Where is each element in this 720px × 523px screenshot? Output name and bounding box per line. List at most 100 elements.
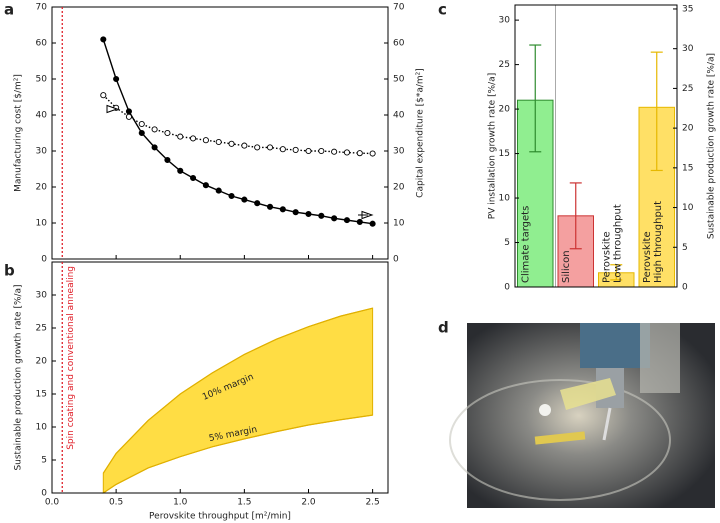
y-tick-label: 15 [499, 149, 510, 159]
photo [449, 323, 715, 508]
data-line [102, 94, 373, 155]
data-point [164, 156, 171, 164]
data-point [202, 182, 209, 189]
panel-label: c [438, 1, 447, 19]
y-tick-label: 40 [36, 111, 48, 121]
category-label: Perovskite [642, 231, 653, 283]
data-point [356, 218, 363, 225]
x-tick-label: 0.5 [109, 498, 123, 508]
data-point [343, 149, 351, 156]
category-label: High throughput [653, 201, 664, 283]
panel-label: b [4, 262, 15, 280]
data-point [266, 203, 274, 210]
data-point [254, 200, 261, 207]
plot-frame [514, 4, 678, 288]
y-tick-label: 10 [499, 194, 511, 204]
data-point [177, 133, 184, 140]
reference-label: Spin coating and conventional annealing [66, 266, 76, 450]
y-tick-label: 30 [36, 291, 48, 301]
category-label: Silicon [561, 250, 572, 283]
data-point [318, 147, 325, 155]
y-tick-label: 60 [36, 39, 48, 49]
axis-label: Sustainable production growth rate [%/a] [14, 284, 24, 470]
upper-edge [102, 307, 373, 474]
y-tick-label: 30 [36, 147, 48, 157]
y2-tick-label: 30 [393, 147, 405, 157]
data-point [100, 36, 107, 43]
y2-tick-label: 50 [393, 75, 405, 85]
data-point [228, 140, 235, 147]
plot-frame [51, 6, 389, 260]
y-tick-label: 0 [504, 283, 510, 293]
y2-tick-label: 25 [682, 84, 693, 94]
y-tick-label: 20 [499, 105, 511, 115]
y2-tick-label: 0 [682, 283, 688, 293]
panel-label: a [4, 1, 14, 19]
plot-frame [51, 261, 389, 494]
category-label: Climate targets [521, 206, 532, 283]
x-tick-label: 2.5 [365, 498, 379, 508]
axis-label: Manufacturing cost [$/m²] [14, 74, 24, 192]
axis-label: Perovskite throughput [m²/min] [149, 512, 291, 522]
y-tick-label: 20 [36, 357, 48, 367]
data-point [164, 129, 171, 137]
data-line [102, 39, 373, 225]
y2-tick-label: 0 [393, 255, 399, 265]
axis-arrow [358, 210, 374, 220]
y-tick-label: 25 [36, 324, 47, 334]
data-point [318, 212, 325, 219]
data-point [113, 75, 120, 83]
data-point [151, 126, 158, 133]
data-point [228, 192, 235, 200]
data-point [202, 137, 209, 144]
data-point [125, 108, 132, 115]
y-tick-label: 50 [36, 75, 48, 85]
data-point [177, 167, 184, 174]
data-point [279, 206, 286, 213]
x-tick-label: 1.0 [173, 498, 188, 508]
y2-tick-label: 10 [682, 203, 694, 213]
data-point [369, 150, 376, 157]
panel-label: d [438, 319, 449, 337]
y-tick-label: 25 [499, 60, 510, 70]
data-point [190, 174, 197, 182]
data-point [331, 148, 338, 155]
axis-arrow [106, 104, 119, 114]
y-tick-label: 0 [41, 255, 47, 265]
data-point [138, 129, 145, 137]
axis-label: PV installation growth rate [%/a] [488, 73, 498, 219]
y2-tick-label: 30 [682, 44, 694, 54]
data-point [138, 120, 145, 128]
data-point [215, 187, 222, 194]
data-point [305, 147, 312, 155]
data-point [100, 92, 107, 99]
y-tick-label: 0 [41, 489, 47, 499]
x-tick-label: 1.5 [237, 498, 251, 508]
data-point [356, 150, 363, 157]
axis-label: Sustainable production growth rate [%/a] [707, 53, 717, 239]
y-tick-label: 10 [36, 423, 48, 433]
data-point [266, 144, 274, 151]
data-point [241, 196, 248, 203]
axis-label: Capital expenditure [$*a/m²] [416, 68, 426, 198]
category-label: Perovskite [602, 231, 613, 283]
data-point [125, 113, 132, 120]
lower-edge [102, 414, 373, 494]
data-point [241, 142, 248, 149]
data-point [190, 135, 197, 142]
y-tick-label: 70 [36, 3, 48, 13]
data-point [343, 217, 351, 224]
data-point [292, 146, 299, 153]
data-point [254, 144, 261, 151]
data-point [279, 146, 286, 153]
data-point [305, 210, 312, 218]
y2-tick-label: 20 [682, 124, 694, 134]
data-point [292, 209, 299, 216]
data-point [331, 215, 338, 222]
y-tick-label: 15 [36, 390, 47, 400]
y2-tick-label: 70 [393, 3, 405, 13]
y-tick-label: 5 [504, 238, 510, 248]
y2-tick-label: 40 [393, 111, 405, 121]
category-label: Low throughput [613, 204, 624, 283]
y-tick-label: 30 [499, 16, 511, 26]
